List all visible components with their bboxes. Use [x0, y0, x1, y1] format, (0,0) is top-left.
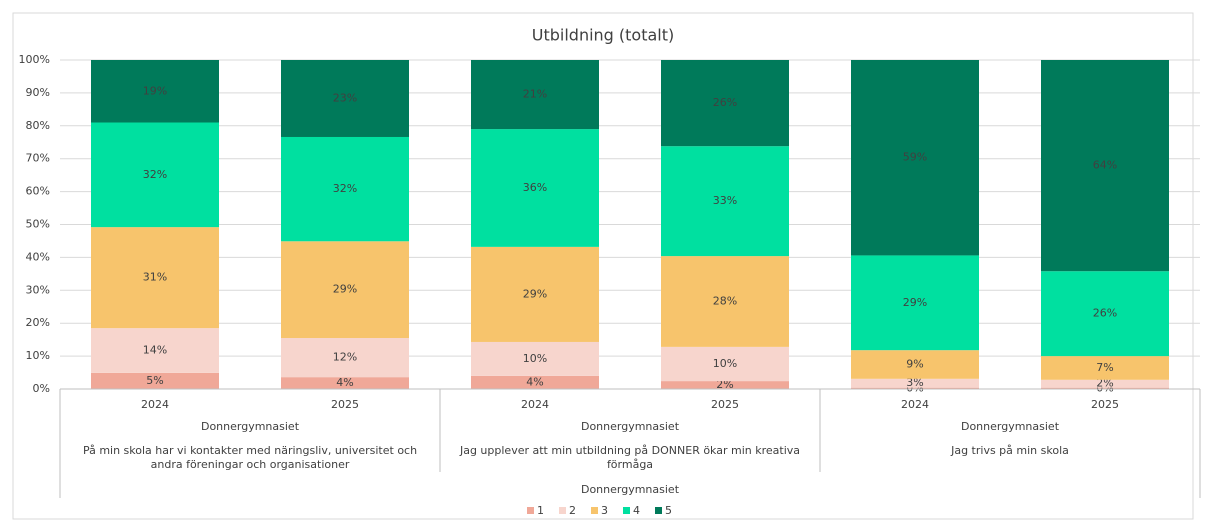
legend-label: 1	[537, 504, 544, 517]
x-tick-label: 2025	[331, 398, 359, 411]
data-label: 23%	[333, 91, 357, 104]
data-label: 29%	[903, 296, 927, 309]
legend-swatch	[655, 507, 662, 514]
bar-segment	[91, 372, 219, 389]
group-name: Jag upplever att min utbildning på DONNE…	[459, 444, 801, 471]
data-label: 28%	[713, 294, 737, 307]
bar-segment	[471, 375, 599, 389]
data-label: 59%	[903, 151, 927, 164]
bar-segment	[1041, 379, 1169, 388]
bar-segment	[851, 350, 979, 379]
x-tick-label: 2025	[1091, 398, 1119, 411]
legend-swatch	[591, 507, 598, 514]
bar-segment	[91, 328, 219, 373]
bar-segment	[471, 246, 599, 342]
data-label: 32%	[143, 168, 167, 181]
data-label: 9%	[906, 357, 923, 370]
data-label: 29%	[333, 283, 357, 296]
bar-segment	[91, 60, 219, 123]
bar-segment	[1041, 356, 1169, 380]
bar-segment	[661, 146, 789, 257]
bar-segment	[1041, 271, 1169, 357]
bar-segment	[851, 387, 979, 389]
legend-swatch	[623, 507, 630, 514]
y-tick-label: 20%	[26, 316, 50, 329]
data-label: 26%	[713, 96, 737, 109]
bar-segment	[661, 60, 789, 147]
y-tick-label: 10%	[26, 349, 50, 362]
data-label: 2%	[716, 378, 733, 391]
bar-segment	[1041, 387, 1169, 389]
bar-segment	[851, 255, 979, 351]
bar-segment	[471, 60, 599, 130]
y-tick-label: 100%	[19, 53, 50, 66]
x-tick-label: 2024	[521, 398, 549, 411]
data-label: 5%	[146, 374, 163, 387]
bar-segment	[661, 346, 789, 382]
legend-label: 3	[601, 504, 608, 517]
bar-segment	[471, 341, 599, 376]
bar-segment	[91, 227, 219, 329]
data-label: 3%	[906, 376, 923, 389]
legend-label: 5	[665, 504, 672, 517]
y-tick-label: 90%	[26, 86, 50, 99]
data-label: 26%	[1093, 307, 1117, 320]
data-label: 10%	[523, 352, 547, 365]
y-tick-label: 50%	[26, 218, 50, 231]
data-label: 64%	[1093, 159, 1117, 172]
data-label: 33%	[713, 194, 737, 207]
group-label: Donnergymnasiet	[960, 420, 1060, 433]
data-label: 10%	[713, 357, 737, 370]
bar-segment	[281, 60, 409, 137]
data-label: 32%	[333, 182, 357, 195]
bar-segment	[281, 241, 409, 339]
y-tick-label: 30%	[26, 283, 50, 296]
data-label: 14%	[143, 344, 167, 357]
data-label: 7%	[1096, 361, 1113, 374]
bar-segment	[661, 381, 789, 389]
group-label: Donnergymnasiet	[580, 420, 680, 433]
super-group-label: Donnergymnasiet	[580, 483, 680, 496]
legend-label: 4	[633, 504, 640, 517]
group-label: Donnergymnasiet	[200, 420, 300, 433]
y-tick-label: 70%	[26, 152, 50, 165]
bar-segment	[851, 60, 979, 256]
data-label: 29%	[523, 287, 547, 300]
chart-frame	[12, 12, 1194, 520]
bar-segment	[91, 122, 219, 228]
y-tick-label: 0%	[33, 382, 50, 395]
data-label: 21%	[523, 88, 547, 101]
bar-segment	[471, 129, 599, 247]
data-label: 4%	[336, 376, 353, 389]
y-tick-label: 80%	[26, 119, 50, 132]
bar-segment	[281, 377, 409, 389]
bar-segment	[281, 136, 409, 242]
x-tick-label: 2025	[711, 398, 739, 411]
data-label: 31%	[143, 271, 167, 284]
bar-segment	[661, 256, 789, 347]
bar-segment	[1041, 60, 1169, 272]
bar-segment	[851, 378, 979, 388]
data-label: 2%	[1096, 377, 1113, 390]
legend-label: 2	[569, 504, 576, 517]
y-tick-label: 60%	[26, 185, 50, 198]
x-tick-label: 2024	[901, 398, 929, 411]
data-label: 4%	[526, 375, 543, 388]
group-name: På min skola har vi kontakter med näring…	[82, 444, 418, 471]
legend-swatch	[527, 507, 534, 514]
data-label: 12%	[333, 351, 357, 364]
data-label: 19%	[143, 84, 167, 97]
x-tick-label: 2024	[141, 398, 169, 411]
bar-segment	[281, 338, 409, 378]
y-tick-label: 40%	[26, 250, 50, 263]
chart-title: Utbildning (totalt)	[532, 26, 675, 45]
data-label: 36%	[523, 181, 547, 194]
legend-swatch	[559, 507, 566, 514]
group-name: Jag trivs på min skola	[951, 444, 1069, 457]
